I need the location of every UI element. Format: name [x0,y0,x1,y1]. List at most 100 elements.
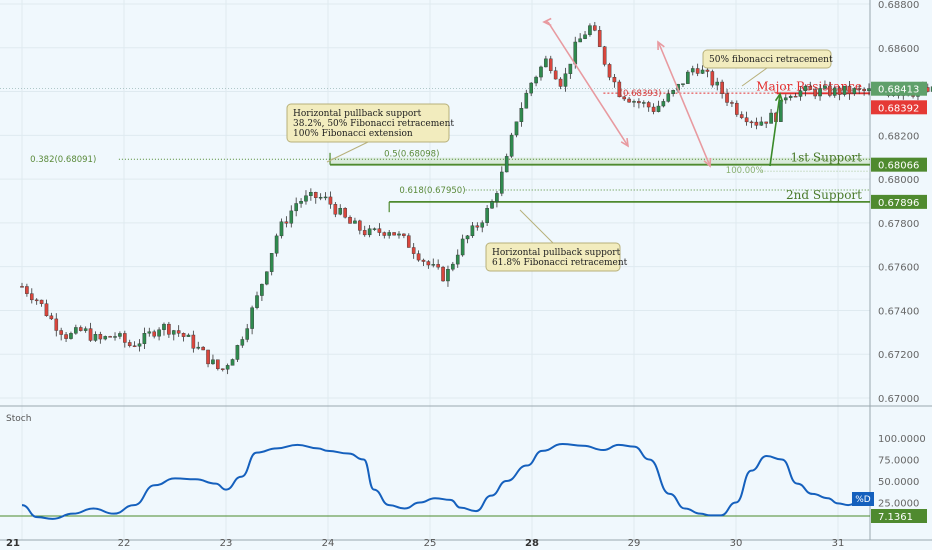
fib-100-label: 100.00% [726,166,764,176]
candle-body [451,263,455,270]
candle-body [519,108,524,122]
candle-body [338,208,343,215]
candle-body [759,121,764,126]
note-horizontal-pullback-1-line: Horizontal pullback support [293,109,422,119]
candle-body [832,87,837,96]
candle-body [235,345,240,360]
candle-body [157,329,161,337]
candle-body [181,333,186,337]
note-fib-50-box [702,49,832,69]
candle-body [563,73,568,87]
candle-body [318,196,323,199]
candle-body [735,102,739,115]
candle-body [739,114,744,118]
support1-label: 1st Support [790,151,862,165]
note-horizontal-pullback-2-pointer [519,209,554,244]
candle-body [353,220,357,224]
price-tick-label: 0.67800 [878,219,919,230]
candle-body [397,233,401,236]
candle-body [132,345,137,347]
candle-body [176,330,181,334]
candle-body [348,217,352,224]
time-tick-label: 28 [525,538,539,549]
candle-body [818,88,822,97]
candle-body [196,346,201,349]
candle-body [118,333,122,337]
candle-body [666,93,671,102]
candle-body [485,208,489,223]
candle-body [220,368,225,370]
time-tick-label: 22 [118,538,131,549]
candle-body [720,81,724,94]
candle-body [44,303,49,317]
candle-body [588,25,592,35]
candle-body [225,365,230,370]
candle-body [749,121,754,124]
candle-body [309,192,313,196]
candle-body [186,334,191,337]
note-horizontal-pullback-1-pointer [326,141,369,163]
candle-body [779,99,783,122]
candle-body [137,343,142,347]
time-tick-label: 25 [424,538,437,549]
note-fib-50-pointer [741,67,768,87]
candle-body [69,333,73,339]
price-tick-label: 0.68200 [878,131,919,142]
candle-body [573,41,578,65]
down-arrow-1 [547,21,629,147]
candle-body [651,106,656,112]
candle-body [808,85,813,90]
candle-body [490,201,494,209]
candle-body [558,78,563,87]
candle-body [534,76,538,84]
candle-body [382,232,387,236]
candle-body [402,233,406,236]
candle-body [788,95,793,98]
stoch-d-tag [852,492,874,506]
candle-body [411,247,416,254]
fib-mid-label: (0.68393) [620,89,662,99]
candle-body [162,323,166,330]
candle-body [74,327,78,334]
candle-body [661,101,666,107]
candle-body [495,193,499,202]
fib-0382-label: 0.382(0.68091) [30,155,96,165]
candle-body [255,295,259,308]
candle-body [54,318,59,331]
candle-body [333,204,338,215]
candle-body [641,102,646,104]
candle-body [328,196,333,205]
candle-body [446,269,450,282]
candle-body [64,334,68,339]
candle-body [754,121,759,126]
candle-body [108,336,112,338]
candle-body [83,328,88,331]
arrow-2-tail-head [657,40,665,51]
stoch-d-tag-text: %D [855,495,871,505]
stoch-d-line [21,443,859,520]
stoch-tick-label: 75.0000 [878,456,919,467]
candle-body [867,88,871,92]
stoch-value-tag [871,509,927,523]
candle-body [465,235,470,240]
stoch-value-text: 7.1361 [878,512,913,523]
support2-tag-text: 0.67896 [878,198,919,209]
support1-tag-text: 0.68066 [878,161,919,172]
candle-body [313,192,318,198]
candle-body [123,333,127,343]
candle-body [211,359,215,365]
candle-body [548,58,553,71]
time-tick-label: 24 [322,538,335,549]
candle-body [25,286,29,294]
candle-body [500,171,504,194]
candle-body [828,85,832,96]
candle-body [632,101,636,103]
candle-body [710,71,715,86]
candle-body [147,331,152,334]
time-tick-label: 31 [832,538,845,549]
candle-body [460,238,465,256]
